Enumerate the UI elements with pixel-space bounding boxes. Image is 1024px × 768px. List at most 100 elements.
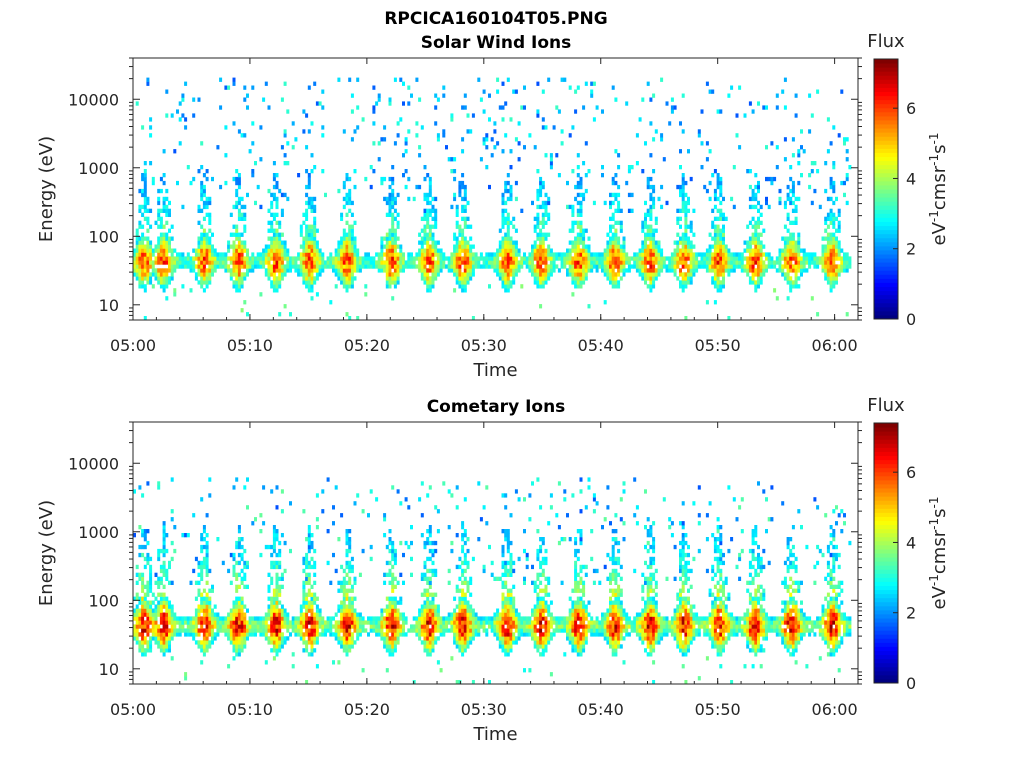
spectrogram-cell: [679, 216, 682, 221]
spectrogram-cell: [135, 244, 139, 249]
plot-frame: [132, 57, 859, 321]
spectrogram-cell: [202, 188, 206, 194]
spectrogram-cell: [614, 244, 618, 249]
spectrogram-cell: [146, 628, 150, 633]
spectrogram-cell: [237, 180, 241, 186]
spectrogram-cell: [501, 196, 505, 202]
spectrogram-cell: [299, 252, 303, 257]
spectrogram-cell: [367, 264, 370, 269]
spectrogram-cell: [321, 89, 325, 94]
spectrogram-cell: [162, 272, 166, 277]
spectrogram-cell: [356, 616, 360, 621]
spectrogram-cell: [391, 165, 395, 170]
spectrogram-cell: [762, 260, 766, 265]
spectrogram-cell: [313, 640, 317, 645]
spectrogram-cell: [162, 200, 166, 206]
spectrogram-cell: [248, 632, 252, 637]
spectrogram-cell: [681, 236, 685, 241]
spectrogram-cell: [434, 105, 438, 110]
spectrogram-cell: [431, 612, 435, 617]
spectrogram-cell: [237, 212, 241, 217]
spectrogram-cell: [514, 268, 518, 273]
spectrogram-cell: [350, 284, 354, 289]
spectrogram-cell: [402, 81, 405, 86]
spectrogram-cell: [835, 252, 838, 257]
spectrogram-cell: [237, 604, 241, 609]
spectrogram-cell: [313, 596, 317, 601]
spectrogram-cell: [375, 101, 379, 106]
spectrogram-cell: [262, 620, 266, 625]
spectrogram-cell: [149, 640, 153, 645]
spectrogram-cell: [329, 252, 333, 257]
spectrogram-cell: [826, 268, 830, 273]
spectrogram-cell: [748, 220, 752, 225]
spectrogram-cell: [197, 592, 201, 597]
spectrogram-cell: [450, 252, 454, 257]
spectrogram-cell: [713, 248, 717, 253]
spectrogram-cell: [235, 596, 239, 601]
spectrogram-cell: [208, 628, 212, 633]
spectrogram-cell: [802, 268, 806, 273]
spectrogram-cell: [431, 572, 435, 577]
spectrogram-cell: [211, 244, 214, 249]
spectrogram-cell: [547, 256, 551, 261]
spectrogram-cell: [334, 260, 338, 265]
spectrogram-cell: [407, 85, 411, 90]
spectrogram-cell: [345, 652, 349, 657]
spectrogram-cell: [579, 200, 583, 206]
spectrogram-cell: [275, 612, 279, 617]
spectrogram-cell: [348, 644, 352, 649]
spectrogram-cell: [246, 620, 249, 625]
spectrogram-cell: [713, 236, 717, 241]
spectrogram-cell: [289, 620, 292, 625]
spectrogram-cell: [751, 272, 755, 277]
spectrogram-cell: [547, 268, 551, 273]
spectrogram-cell: [243, 632, 247, 637]
colorbar-swatch: [874, 115, 898, 121]
spectrogram-cell: [455, 240, 459, 245]
spectrogram-cell: [617, 256, 621, 261]
spectrogram-cell: [146, 216, 150, 221]
spectrogram-cell: [428, 608, 432, 613]
spectrogram-cell: [649, 121, 653, 126]
spectrogram-cell: [576, 260, 580, 265]
spectrogram-cell: [383, 260, 387, 265]
spectrogram-cell: [194, 640, 198, 645]
spectrogram-cell: [563, 77, 567, 82]
spectrogram-cell: [159, 248, 163, 253]
spectrogram-cell: [246, 628, 249, 633]
spectrogram-cell: [157, 552, 161, 558]
spectrogram-cell: [746, 256, 750, 261]
spectrogram-cell: [151, 616, 155, 621]
spectrogram-cell: [146, 276, 150, 281]
spectrogram-cell: [165, 196, 169, 202]
spectrogram-cell: [506, 240, 510, 245]
spectrogram-cell: [197, 620, 201, 625]
spectrogram-cell: [385, 236, 389, 241]
spectrogram-cell: [138, 572, 142, 577]
spectrogram-cell: [423, 588, 427, 593]
spectrogram-cell: [520, 208, 524, 213]
spectrogram-cell: [369, 628, 373, 633]
spectrogram-cell: [670, 97, 674, 102]
spectrogram-cell: [165, 608, 169, 613]
spectrogram-cell: [310, 240, 314, 245]
spectrogram-cell: [321, 616, 325, 621]
spectrogram-cell: [601, 252, 604, 257]
spectrogram-cell: [606, 268, 610, 273]
spectrogram-cell: [762, 268, 766, 273]
spectrogram-cell: [410, 525, 413, 530]
spectrogram-cell: [186, 632, 190, 637]
spectrogram-cell: [213, 636, 217, 641]
spectrogram-cell: [202, 612, 206, 617]
spectrogram-cell: [598, 260, 602, 265]
spectrogram-cell: [439, 264, 443, 269]
spectrogram-cell: [754, 224, 758, 229]
spectrogram-cell: [832, 244, 836, 249]
spectrogram-cell: [436, 240, 440, 245]
spectrogram-cell: [552, 264, 556, 269]
spectrogram-cell: [342, 592, 346, 597]
spectrogram-cell: [135, 632, 139, 637]
spectrogram-cell: [428, 529, 432, 534]
spectrogram-cell: [541, 232, 545, 237]
